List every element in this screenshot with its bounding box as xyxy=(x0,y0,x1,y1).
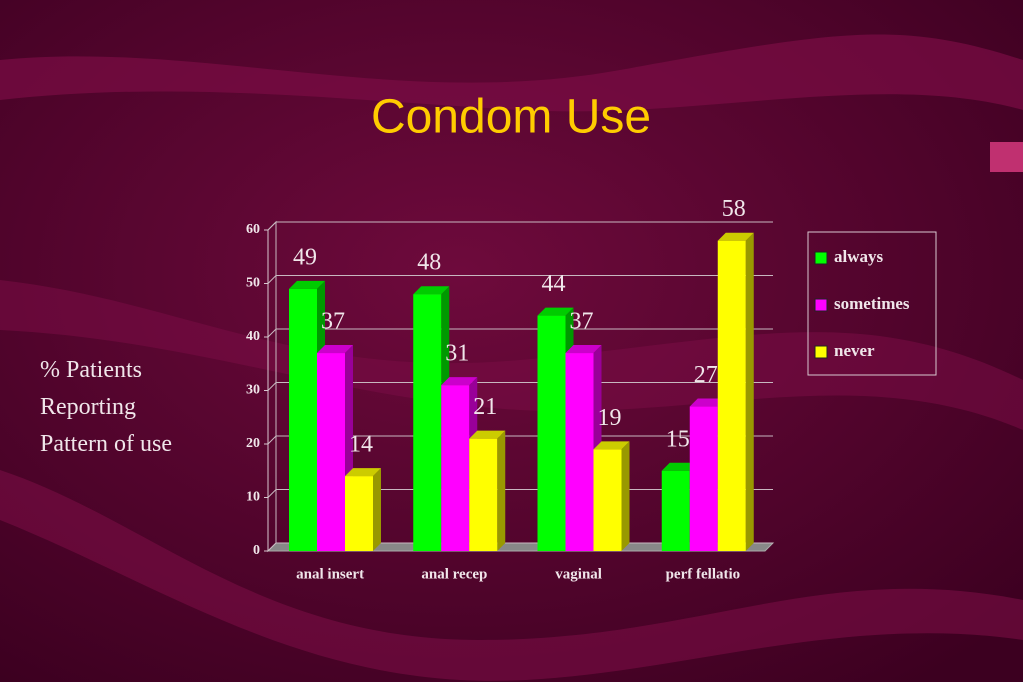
value-label: 58 xyxy=(722,196,746,222)
value-label: 15 xyxy=(666,426,690,452)
bar xyxy=(537,315,566,551)
bar-top xyxy=(593,441,630,450)
grid-line xyxy=(267,435,773,445)
legend-label: sometimes xyxy=(834,294,910,313)
grid-line xyxy=(267,221,773,231)
legend-swatch xyxy=(814,345,828,359)
bar-top xyxy=(413,286,450,295)
bar xyxy=(565,353,594,551)
bar xyxy=(689,406,718,551)
bar xyxy=(441,385,470,551)
bar-top xyxy=(469,430,506,439)
x-tick-label: perf fellatio xyxy=(666,566,741,582)
bar-side xyxy=(621,441,630,551)
bar-side xyxy=(373,468,381,551)
decor-wave xyxy=(0,470,1023,681)
value-label: 19 xyxy=(598,405,622,431)
grid-line xyxy=(267,328,773,338)
bar xyxy=(289,288,317,551)
value-label: 14 xyxy=(349,432,373,458)
bar-top xyxy=(689,398,726,407)
y-tick-label: 30 xyxy=(246,383,260,398)
bar-side xyxy=(745,232,754,551)
decor-wave xyxy=(0,34,1023,112)
bar-top xyxy=(661,462,698,471)
bar-top xyxy=(717,232,754,241)
legend-label: always xyxy=(834,247,884,266)
legend-label: never xyxy=(834,341,875,360)
decor-tab xyxy=(990,142,1023,172)
bar xyxy=(345,476,373,551)
bar-top xyxy=(317,345,353,354)
bar xyxy=(317,353,345,551)
value-label: 37 xyxy=(570,309,594,335)
y-tick-label: 20 xyxy=(246,436,260,451)
y-tick-label: 10 xyxy=(246,490,260,505)
chart-title: Condom Use xyxy=(371,91,651,144)
decor-wave xyxy=(0,280,1023,430)
bar-top xyxy=(441,377,478,386)
x-tick-label: anal insert xyxy=(296,566,364,582)
y-tick-label: 0 xyxy=(253,543,260,558)
y-tick-label: 40 xyxy=(246,329,260,344)
value-label: 27 xyxy=(694,362,718,388)
bar xyxy=(413,294,442,551)
grid-line xyxy=(267,275,773,284)
value-label: 31 xyxy=(445,341,469,367)
legend-box xyxy=(807,231,937,376)
legend-swatch xyxy=(814,298,828,312)
bar xyxy=(717,240,746,551)
value-label: 37 xyxy=(321,309,345,335)
legend-swatch xyxy=(814,251,828,265)
value-label: 44 xyxy=(542,271,566,297)
bar xyxy=(593,449,622,551)
bar-top xyxy=(565,345,602,354)
y-tick-label: 50 xyxy=(246,276,260,291)
bar xyxy=(661,470,690,551)
bar-top xyxy=(537,307,574,316)
value-label: 21 xyxy=(473,394,497,420)
value-label: 48 xyxy=(417,250,441,276)
x-tick-label: anal recep xyxy=(421,566,487,582)
bar-side xyxy=(497,430,506,551)
bar-top xyxy=(289,280,325,289)
bar-top xyxy=(345,468,381,477)
x-tick-label: vaginal xyxy=(555,566,602,582)
value-label: 49 xyxy=(293,244,317,270)
grid-line xyxy=(267,382,773,391)
y-axis-label: % Patients Reporting Pattern of use xyxy=(40,357,172,457)
bar xyxy=(469,438,498,551)
y-tick-label: 60 xyxy=(246,222,260,237)
